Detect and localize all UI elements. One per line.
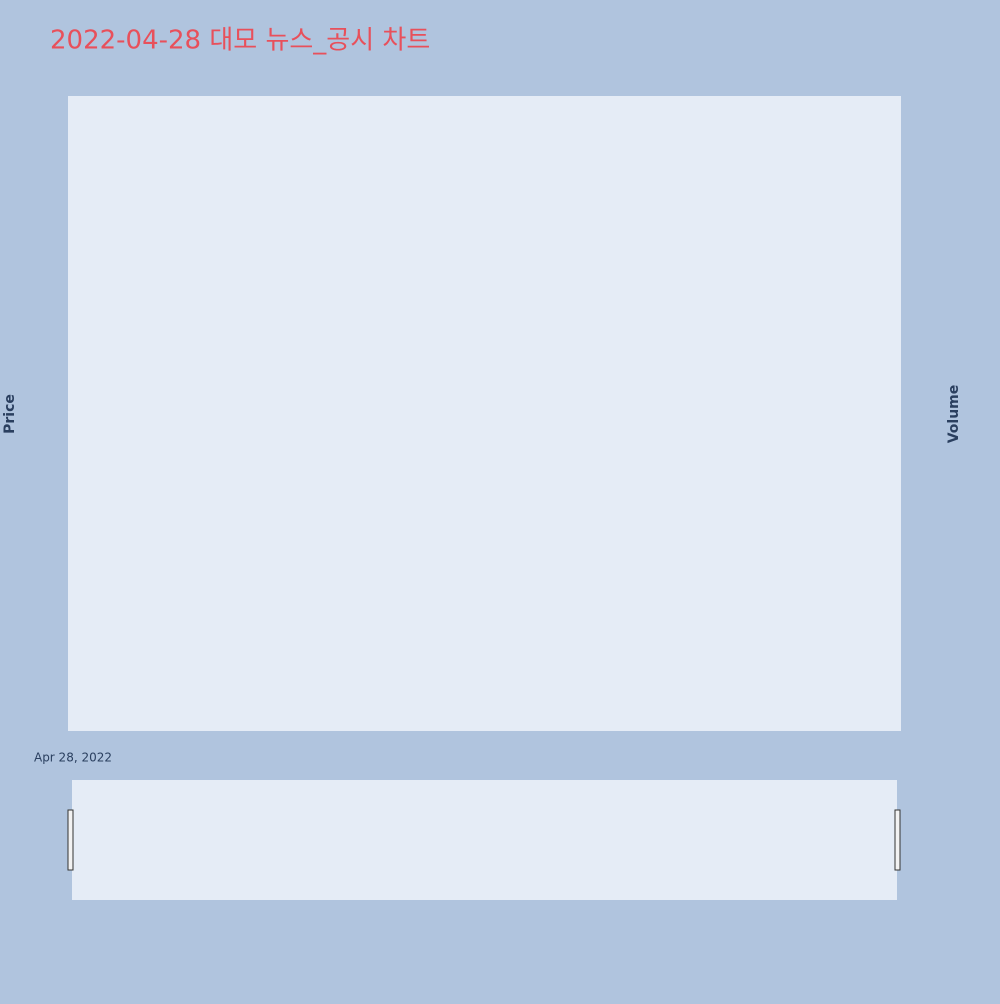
plot-area bbox=[68, 96, 901, 731]
y-axis-title: Price bbox=[2, 394, 18, 434]
range-slider[interactable] bbox=[72, 780, 897, 900]
x-date-label: Apr 28, 2022 bbox=[34, 751, 112, 765]
y2-axis-title: Volume bbox=[946, 385, 962, 444]
range-handle-right[interactable] bbox=[894, 809, 901, 871]
range-handle-left[interactable] bbox=[67, 809, 74, 871]
chart-title: 2022-04-28 대모 뉴스_공시 차트 bbox=[50, 26, 430, 56]
